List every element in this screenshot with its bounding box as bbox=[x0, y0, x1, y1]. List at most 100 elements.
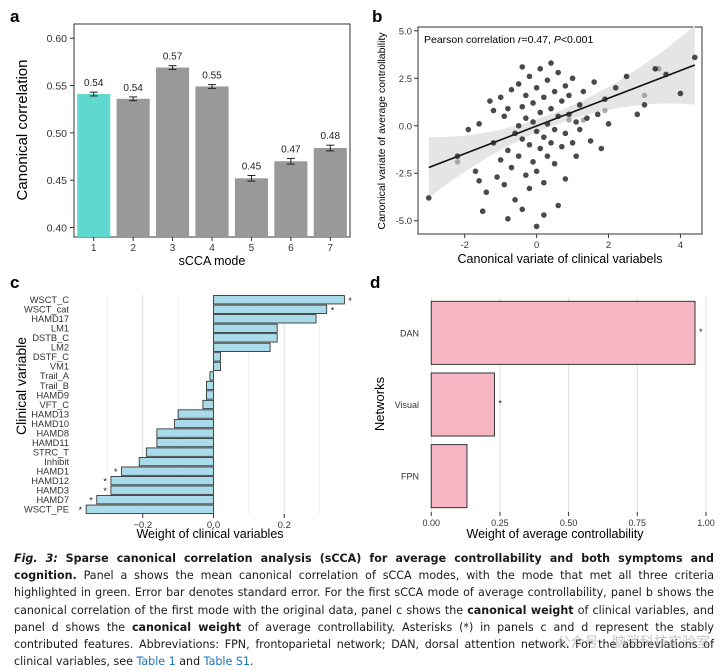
panel-b-annotation-p: P bbox=[554, 34, 561, 46]
panel-b-point bbox=[523, 92, 529, 99]
panel-c-category-label: VFT_C bbox=[40, 400, 70, 410]
panel-b-point bbox=[555, 69, 562, 76]
panel-c-bar bbox=[156, 428, 214, 438]
panel-a-data-label: 0.57 bbox=[163, 52, 183, 63]
panel-b-point bbox=[526, 73, 533, 80]
panel-b-point bbox=[562, 83, 569, 89]
panel-label-b: b bbox=[372, 7, 382, 26]
panel-c-y-axis-label: Clinical variable bbox=[13, 337, 29, 435]
panel-b-point bbox=[591, 79, 597, 85]
panel-b-point bbox=[494, 174, 500, 180]
panel-a-y-axis-label: Canonical correlation bbox=[14, 60, 31, 201]
panel-a-bar bbox=[313, 148, 347, 237]
panel-b-point bbox=[541, 179, 547, 186]
panel-b-point bbox=[505, 216, 511, 222]
panel-b-y-tick-label: 5.0 bbox=[399, 26, 412, 37]
panel-b-y-ticks: -5.0 -2.5 0.0 2.5 5.0 bbox=[396, 26, 418, 227]
panel-b-point bbox=[512, 197, 518, 203]
panel-d-x-tick-label: 0.25 bbox=[491, 518, 509, 528]
panel-b-point-light bbox=[641, 92, 648, 99]
panel-a-bars bbox=[77, 67, 347, 238]
panel-b-point bbox=[566, 92, 572, 99]
panel-b-point bbox=[544, 77, 551, 83]
panel-b-point bbox=[519, 136, 526, 142]
panel-a-bar bbox=[77, 94, 111, 237]
panel-b-point bbox=[523, 115, 529, 121]
panel-b-point bbox=[692, 54, 698, 61]
panel-b-point bbox=[487, 98, 493, 104]
panel-c-bar bbox=[213, 314, 317, 324]
panel-c-category-label: HAMD3 bbox=[36, 485, 69, 495]
panel-b-point bbox=[580, 88, 587, 95]
panel-c-x-ticks: −0.2 0.0 0.2 bbox=[133, 514, 291, 531]
table-s1-link[interactable]: Table S1 bbox=[203, 655, 250, 669]
panel-b-x-ticks: -2 0 2 4 bbox=[461, 234, 683, 251]
panel-c-category-label: LM1 bbox=[51, 324, 69, 334]
panel-c-bar bbox=[145, 447, 214, 457]
panel-b-point bbox=[541, 134, 547, 140]
panel-c-bar bbox=[177, 409, 214, 419]
panel-b-point bbox=[555, 202, 562, 209]
panel-c-bar bbox=[138, 457, 214, 467]
panel-b-point bbox=[558, 98, 565, 104]
panel-c-category-label: HAMD7 bbox=[36, 495, 69, 505]
panel-c-category-label: HAMD12 bbox=[31, 476, 69, 486]
panel-c-category-label: Trail_A bbox=[40, 371, 70, 381]
panel-c-bar bbox=[85, 504, 214, 514]
panel-b-point bbox=[558, 143, 565, 150]
panel-c-stability-markers: ******* bbox=[79, 296, 353, 515]
panel-b-point bbox=[472, 168, 479, 175]
panel-c-stability-marker: * bbox=[103, 477, 107, 487]
panel-b-point bbox=[576, 102, 583, 108]
panel-b-point bbox=[551, 126, 558, 133]
figure-caption: Fig. 3: Sparse canonical correlation ana… bbox=[14, 550, 714, 670]
panel-a-x-tick-label: 7 bbox=[328, 243, 334, 254]
panel-b-point-light bbox=[602, 107, 608, 114]
panel-d-x-ticks: 0.00 0.25 0.50 0.75 1.00 bbox=[422, 512, 715, 528]
panel-d-x-axis-label: Weight of average controllability bbox=[467, 527, 645, 541]
panel-b-point bbox=[566, 111, 572, 118]
panel-b-point bbox=[526, 185, 533, 192]
panel-b-point bbox=[512, 130, 518, 137]
panel-b-x-tick-label: -2 bbox=[461, 240, 469, 251]
panel-b-x-axis-label: Canonical variate of clinical variabels bbox=[458, 252, 663, 266]
panel-c-category-label: STRC_T bbox=[33, 447, 69, 457]
panel-d-category-label: Visual bbox=[395, 400, 419, 410]
panel-b-chart: -5.0 -2.5 0.0 2.5 5.0 -2 0 2 4 Pearson correlat… bbox=[376, 25, 703, 266]
panel-b-point bbox=[490, 107, 497, 114]
panel-b-point bbox=[569, 75, 576, 82]
panel-a-bar bbox=[156, 67, 190, 238]
panel-b-point bbox=[548, 140, 554, 146]
panel-b-point bbox=[541, 212, 547, 218]
panel-b-point bbox=[634, 111, 641, 118]
panel-b-point bbox=[594, 111, 601, 118]
panel-label-c: c bbox=[10, 273, 19, 292]
table-1-link[interactable]: Table 1 bbox=[136, 655, 176, 669]
panel-b-point bbox=[425, 195, 432, 201]
panel-b-y-tick-label: -2.5 bbox=[396, 169, 412, 180]
panel-c-category-label: WSCT_C bbox=[30, 295, 70, 305]
watermark: 公众号 · 脑消科技实验室 bbox=[556, 635, 710, 651]
panel-c-chart: WSCT_CWSCT_catHAMD17LM1DSTB_CLM2DSTF_CVM… bbox=[13, 295, 355, 541]
panel-c-stability-marker: * bbox=[114, 467, 118, 477]
panel-b-point bbox=[576, 126, 583, 133]
panel-c-stability-marker: * bbox=[89, 496, 93, 506]
panel-c-bar bbox=[209, 371, 214, 381]
caption-end: . bbox=[249, 655, 254, 669]
panel-b-point-light bbox=[566, 117, 572, 123]
panel-b-point bbox=[598, 145, 605, 152]
panel-d-x-tick-label: 0.50 bbox=[560, 518, 578, 528]
panel-b-point bbox=[533, 128, 540, 135]
panel-b-annotation-r: r bbox=[518, 34, 522, 46]
panel-d-category-labels: DAN Visual FPN bbox=[395, 328, 419, 481]
caption-and: and bbox=[179, 655, 201, 669]
panel-b-point bbox=[523, 172, 529, 178]
panel-d-category-label: DAN bbox=[400, 328, 419, 338]
panel-b-point bbox=[519, 103, 526, 110]
panel-b-point bbox=[526, 141, 533, 148]
panel-b-point bbox=[537, 145, 544, 152]
panel-a-y-tick-label: 0.55 bbox=[47, 81, 68, 93]
panel-c-category-label: HAMD8 bbox=[36, 428, 69, 438]
panel-a-data-label: 0.54 bbox=[84, 78, 104, 89]
